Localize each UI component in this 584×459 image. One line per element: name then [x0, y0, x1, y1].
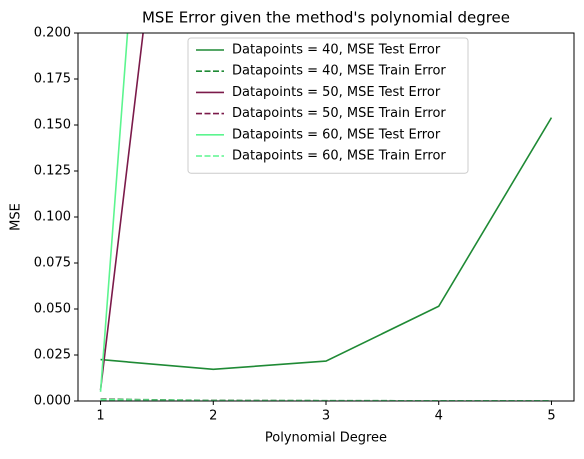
x-tick-label: 3	[322, 409, 330, 424]
series-line	[100, 117, 553, 371]
chart-title: MSE Error given the method's polynomial …	[142, 9, 510, 27]
legend-label: Datapoints = 40, MSE Test Error	[232, 43, 441, 58]
y-tick-label: 0.100	[34, 210, 71, 225]
x-tick-label: 2	[209, 409, 217, 424]
legend-label: Datapoints = 50, MSE Test Error	[232, 85, 441, 100]
y-tick-label: 0.125	[34, 164, 71, 179]
x-tick-label: 4	[435, 409, 443, 424]
y-axis-label: MSE	[9, 203, 24, 231]
y-tick-label: 0.050	[34, 302, 71, 317]
legend-label: Datapoints = 50, MSE Train Error	[232, 106, 446, 121]
x-axis-label: Polynomial Degree	[265, 431, 387, 446]
legend-label: Datapoints = 40, MSE Train Error	[232, 64, 446, 79]
y-tick-label: 0.150	[34, 118, 71, 133]
y-tick-label: 0.025	[34, 348, 71, 363]
legend: Datapoints = 40, MSE Test Error Datapoint…	[187, 37, 469, 174]
legend-label: Datapoints = 60, MSE Test Error	[232, 127, 441, 142]
legend-label: Datapoints = 60, MSE Train Error	[232, 149, 446, 164]
x-tick-label: 5	[547, 409, 555, 424]
y-tick-label: 0.200	[34, 26, 71, 41]
x-tick-label: 1	[96, 409, 104, 424]
y-tick-label: 0.075	[34, 256, 71, 271]
legend-box	[187, 37, 469, 174]
y-tick-label: 0.000	[34, 394, 71, 409]
y-tick-label: 0.175	[34, 72, 71, 87]
